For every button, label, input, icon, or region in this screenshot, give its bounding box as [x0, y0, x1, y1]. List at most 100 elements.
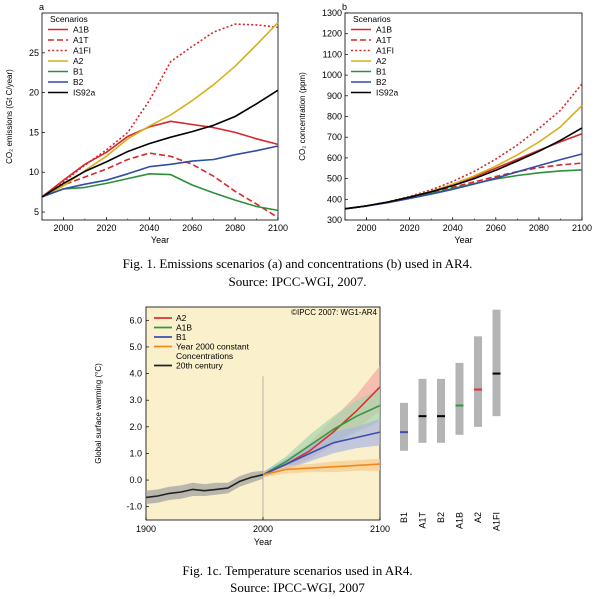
y-tick-label: 2.0 [129, 422, 142, 432]
series-line-a1t [344, 162, 583, 210]
y-tick-label: 1.0 [129, 448, 142, 458]
x-tick-label: 2040 [139, 223, 159, 233]
x-tick-label: 2020 [96, 223, 116, 233]
y-axis-label: Global surface warming (°C) [94, 363, 103, 464]
fig1c-caption-line2: Source: IPCC-WGI, 2007 [230, 580, 365, 595]
fig1c-caption-line1: Fig. 1c. Temperature scenarios used in A… [182, 563, 413, 578]
x-axis-label: Year [254, 537, 272, 547]
legend-entry: A1T [73, 35, 89, 45]
series-line [262, 386, 381, 476]
range-bar-label: A1FI [492, 512, 502, 531]
y-tick-label: 1000 [322, 70, 342, 80]
uncertainty-band [146, 470, 263, 504]
legend-title: Scenarios [353, 14, 391, 24]
y-tick-label: 300 [327, 215, 342, 225]
legend-entry: B1 [376, 67, 387, 77]
series-line-a1b [41, 120, 279, 198]
legend-entry: Concentrations [176, 351, 233, 361]
legend-entry: 20th century [176, 361, 224, 371]
series-line-b2 [41, 145, 279, 198]
legend-title: Scenarios [50, 14, 88, 24]
series-line-a1b [344, 132, 583, 210]
series-line [262, 463, 381, 476]
range-bar-label: B1 [399, 512, 409, 523]
series-line-is92a [344, 127, 583, 210]
likely-range-bar [418, 378, 427, 443]
series-line-is92a [41, 89, 279, 198]
y-tick-label: 5.0 [129, 342, 142, 352]
legend-entry: Year 2000 constant [176, 342, 250, 352]
legend-entry: B1 [176, 332, 187, 342]
x-tick-label: 2060 [182, 223, 202, 233]
legend-entry: A2 [73, 56, 84, 66]
y-tick-label: 6.0 [129, 315, 142, 325]
y-tick-label: 800 [327, 112, 342, 122]
series-line-a2 [344, 104, 583, 210]
panel-label: a [39, 2, 44, 12]
series-line-b2 [344, 153, 583, 210]
range-bar-label: A1B [455, 512, 465, 529]
series-line-a1fi [41, 23, 279, 198]
x-tick-label: 2000 [357, 223, 377, 233]
legend-entry: A1FI [376, 46, 394, 56]
x-tick-label: 2100 [370, 524, 390, 534]
range-bar-label: A1T [418, 512, 428, 529]
y-tick-label: 700 [327, 132, 342, 142]
series-line [262, 431, 381, 476]
series-line [145, 473, 264, 499]
series-line-a1fi [344, 83, 583, 210]
y-tick-label: 20 [29, 88, 39, 98]
legend-entry: IS92a [73, 88, 95, 98]
x-tick-label: 2100 [268, 223, 288, 233]
series-line-a1t [41, 152, 279, 219]
likely-range-bar [455, 362, 464, 435]
y-tick-label: 600 [327, 153, 342, 163]
y-tick-label: 0.0 [129, 475, 142, 485]
series-line [262, 404, 381, 476]
y-tick-label: 3.0 [129, 395, 142, 405]
likely-range-bar [492, 309, 501, 417]
x-tick-label: 2000 [253, 524, 273, 534]
y-tick-label: 500 [327, 174, 342, 184]
fig1-caption-line2: Source: IPCC-WGI, 2007. [228, 274, 367, 289]
series-line-a2 [41, 22, 279, 198]
y-tick-label: 5 [34, 207, 39, 217]
y-tick-label: 900 [327, 91, 342, 101]
x-tick-label: 2080 [529, 223, 549, 233]
legend-entry: A2 [176, 313, 187, 323]
legend-entry: B1 [73, 67, 84, 77]
uncertainty-band [263, 458, 380, 478]
y-tick-label: -1.0 [126, 502, 142, 512]
y-tick-label: 15 [29, 127, 39, 137]
y-tick-label: 10 [29, 167, 39, 177]
likely-range-bar [474, 336, 482, 427]
legend-entry: B2 [73, 77, 84, 87]
y-tick-label: 1300 [322, 8, 342, 18]
x-tick-label: 2060 [486, 223, 506, 233]
y-axis-label: CO₂ emissions (Gt C/year) [5, 69, 14, 164]
range-bar-label: B2 [436, 512, 446, 523]
uncertainty-band [263, 389, 380, 478]
legend-entry: A1B [73, 25, 89, 35]
plot-background [145, 306, 381, 521]
series-line-b1 [41, 173, 279, 212]
x-tick-label: 1900 [136, 524, 156, 534]
legend-entry: A1T [376, 35, 392, 45]
legend-entry: A1FI [73, 46, 91, 56]
likely-range-bar [437, 378, 445, 443]
y-tick-label: 1200 [322, 29, 342, 39]
fig1-caption-line1: Fig. 1. Emissions scenarios (a) and conc… [122, 256, 473, 271]
x-tick-label: 2080 [225, 223, 245, 233]
x-tick-label: 2040 [443, 223, 463, 233]
x-tick-label: 2020 [400, 223, 420, 233]
uncertainty-band [263, 418, 380, 478]
legend-entry: A2 [376, 56, 387, 66]
legend-entry: A1B [176, 323, 192, 333]
likely-range-bar [400, 402, 408, 451]
series-line-b1 [344, 169, 583, 210]
legend-entry: IS92a [376, 88, 398, 98]
y-tick-label: 400 [327, 194, 342, 204]
